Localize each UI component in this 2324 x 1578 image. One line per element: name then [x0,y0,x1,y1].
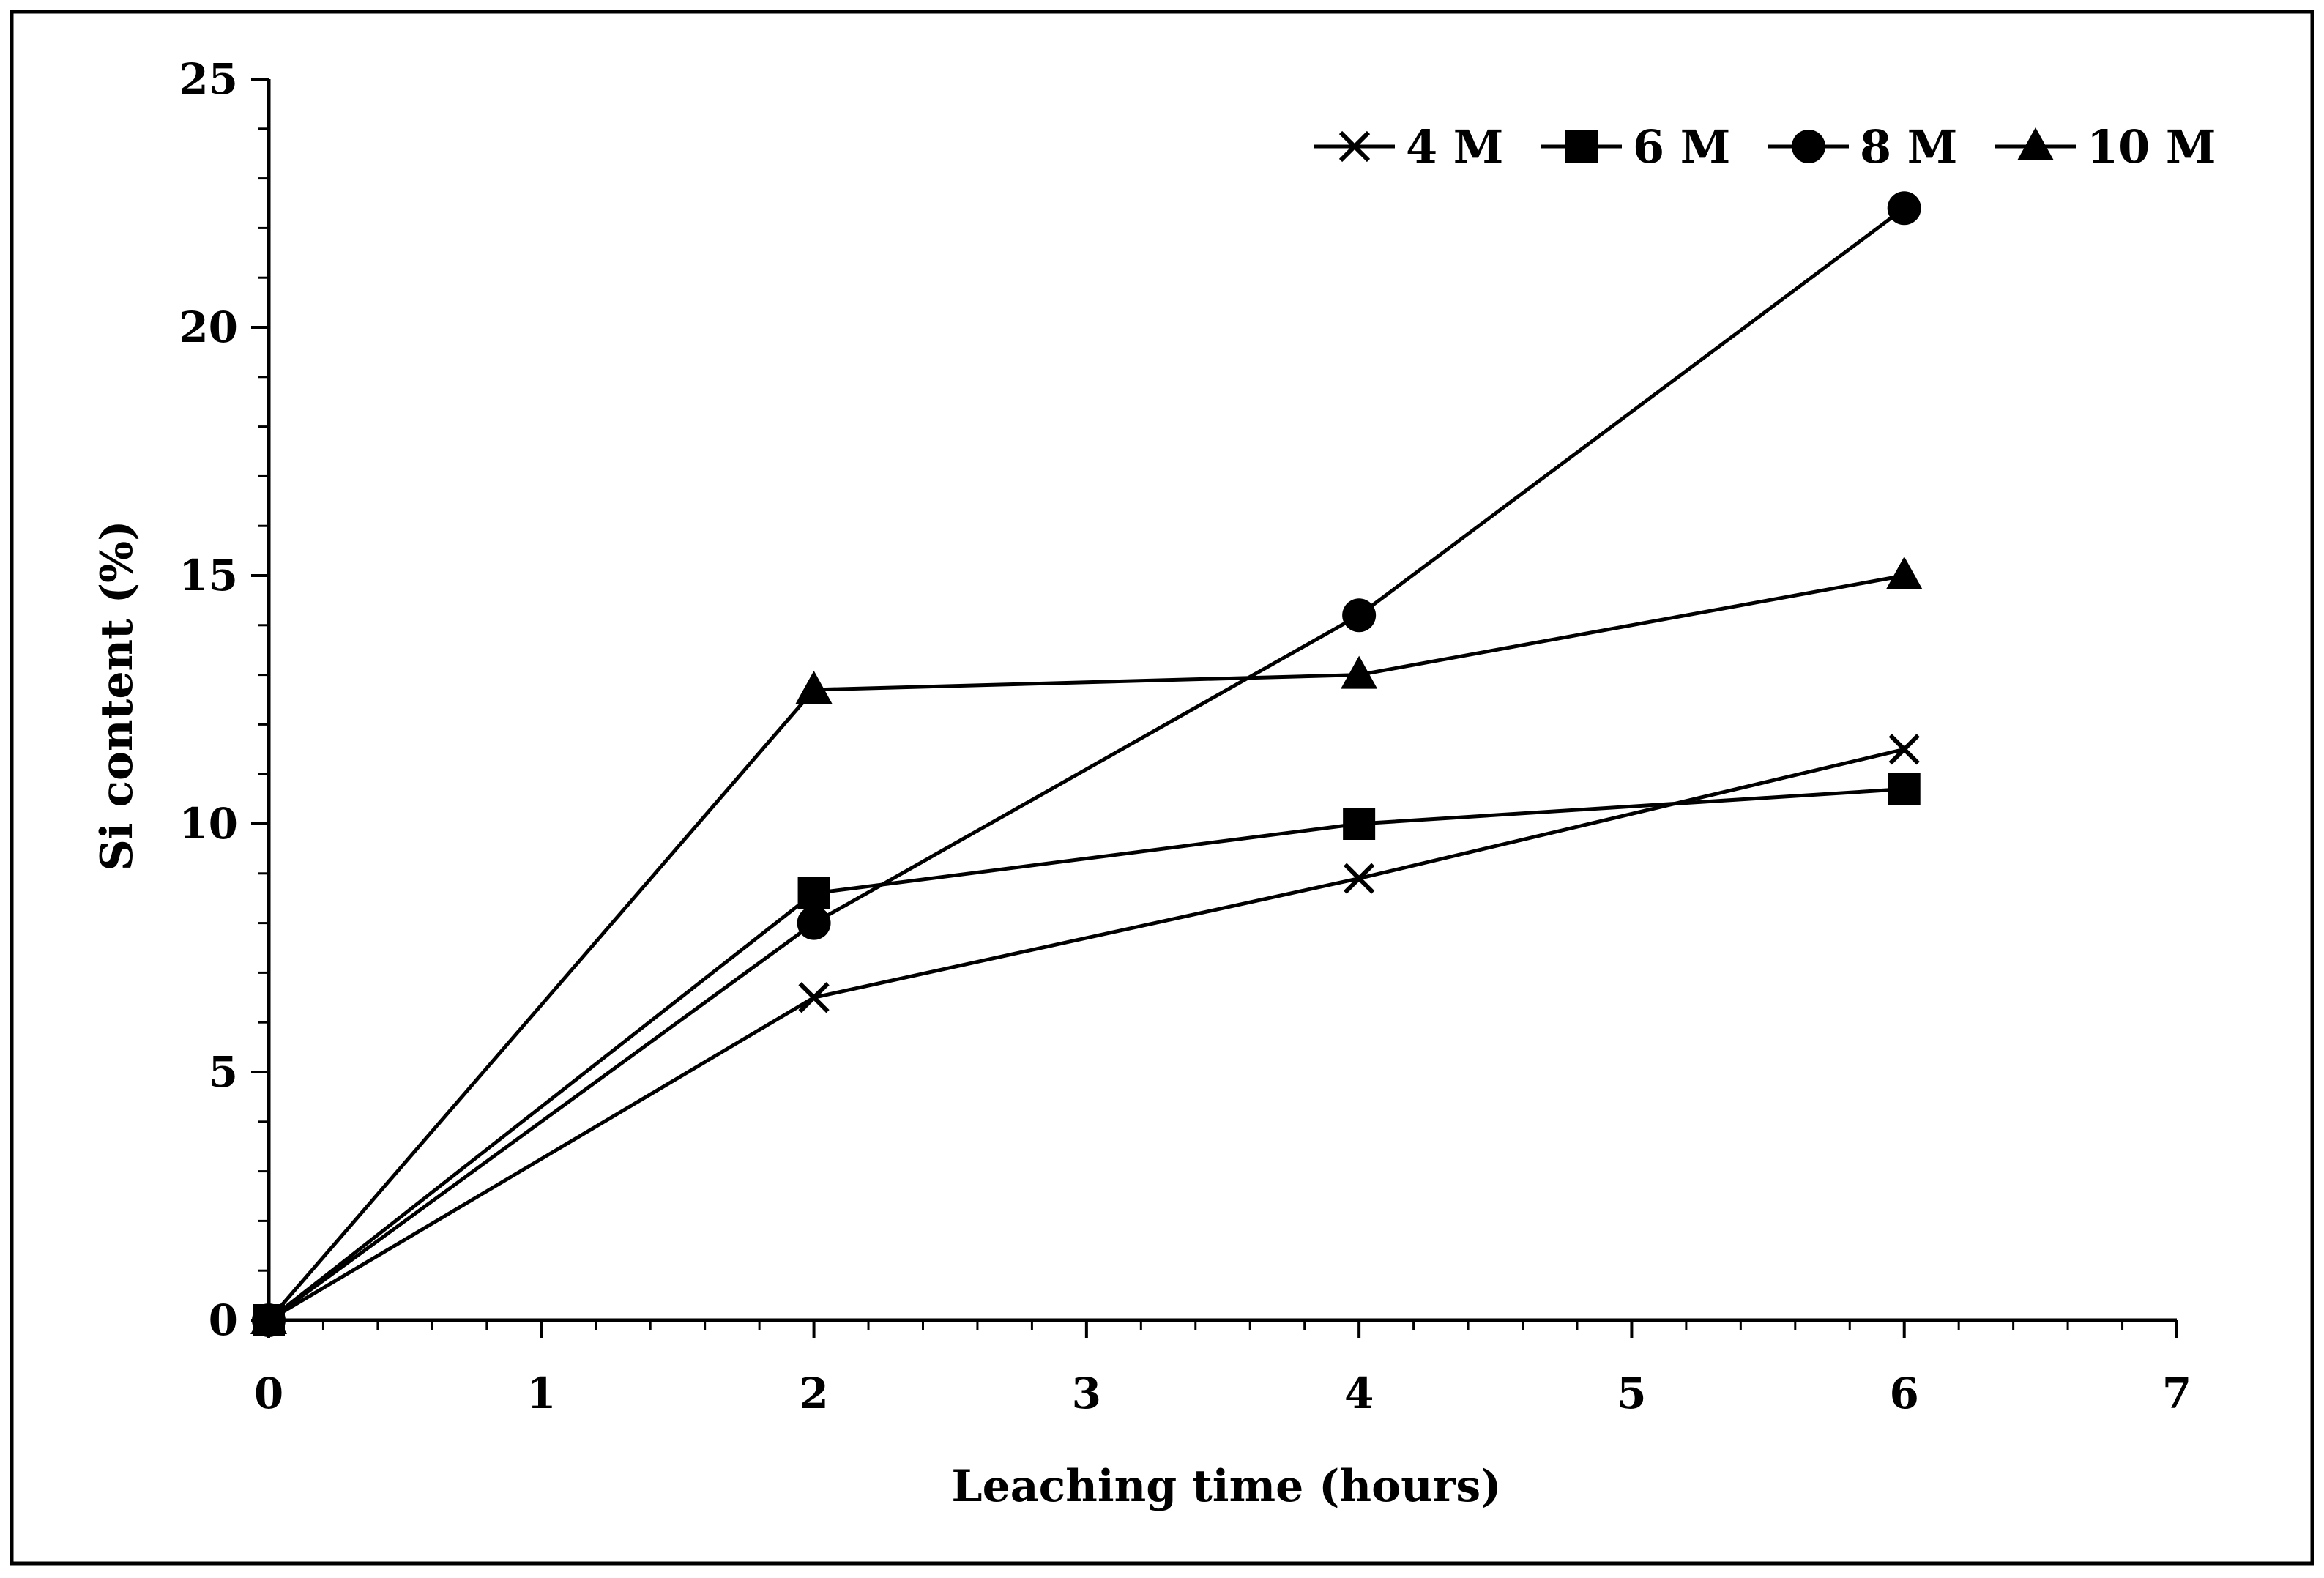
data-point-8m [1342,598,1377,633]
y-axis-title: Si content (%) [92,520,143,871]
series-line-10m [267,573,1905,1322]
series-line-6m [267,787,1904,1322]
legend: 4 M 6 M 8 M 10 M [1314,120,2216,174]
data-point-10m [795,670,833,704]
x-tick-label: 0 [254,1369,283,1418]
legend-label: 4 M [1406,120,1503,174]
legend-item-6m: 6 M [1541,120,1730,174]
y-tick-label: 20 [179,302,238,352]
legend-marker [1792,130,1825,163]
data-point-8m [1887,191,1921,226]
data-point-10m [1885,557,1923,589]
series-markers [250,191,1923,1337]
data-point-10m [1341,655,1378,689]
data-point-6m [1343,808,1376,840]
data-point-6m [1888,773,1921,805]
series-lines [267,206,1906,1322]
x-tick-label: 2 [799,1369,828,1418]
data-point-4m [798,982,830,1013]
data-point-6m [797,877,830,909]
legend-marker [1338,130,1371,163]
series-line-8m [267,206,1906,1322]
x-tick-label: 6 [1890,1369,1919,1418]
legend-item-10m: 10 M [1995,120,2216,174]
legend-label: 8 M [1860,120,1957,174]
legend-item-4m: 4 M [1314,120,1503,174]
legend-marker [2017,127,2054,160]
x-tick-label: 1 [526,1369,556,1418]
data-point-4m [1344,863,1375,894]
legend-item-8m: 8 M [1768,120,1957,174]
x-axis-title: Leaching time (hours) [951,1461,1501,1512]
legend-label: 6 M [1633,120,1730,174]
data-point-10m [250,1301,287,1334]
y-tick-label: 15 [179,551,238,600]
y-tick-label: 0 [209,1295,238,1345]
data-point-8m [797,906,831,940]
y-tick-label: 25 [179,54,238,104]
chart-border [10,10,2314,1566]
x-tick-label: 7 [2162,1369,2191,1418]
y-tick-label: 10 [179,799,238,849]
legend-marker [1565,130,1598,163]
x-tick-label: 4 [1344,1369,1374,1418]
x-tick-label: 5 [1617,1369,1646,1418]
x-tick-label: 3 [1072,1369,1101,1418]
axes: 0 5 10 15 20 25 0 1 2 3 4 5 6 7 [179,54,2191,1418]
series-line-4m [267,747,1905,1322]
legend-label: 10 M [2087,120,2216,174]
y-tick-label: 5 [209,1047,238,1097]
data-point-4m [1888,734,1920,765]
